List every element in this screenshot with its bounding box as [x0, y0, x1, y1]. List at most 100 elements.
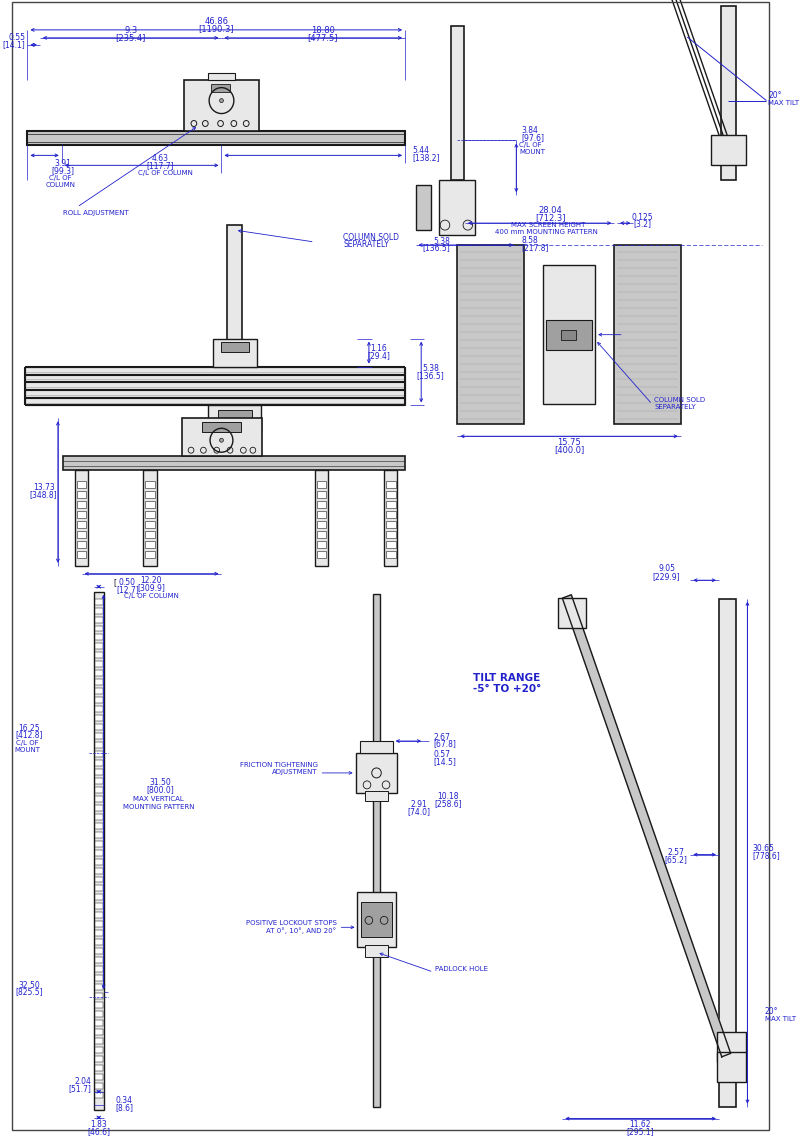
Bar [95, 1083, 102, 1088]
Bar [95, 679, 102, 685]
Bar [146, 541, 155, 548]
Text: 400 mm MOUNTING PATTERN: 400 mm MOUNTING PATTERN [495, 229, 598, 235]
Bar [95, 841, 102, 846]
Bar [95, 877, 102, 883]
Bar [365, 791, 388, 801]
Bar [317, 511, 326, 518]
Text: [51.7]: [51.7] [68, 1084, 91, 1093]
Text: [136.5]: [136.5] [422, 243, 450, 252]
Text: [46.6]: [46.6] [87, 1127, 110, 1136]
Bar [317, 501, 326, 508]
Text: 10.18: 10.18 [437, 792, 458, 801]
Bar [25, 399, 405, 406]
Text: MOUNTING PATTERN: MOUNTING PATTERN [123, 804, 194, 810]
Bar [75, 470, 88, 566]
Text: [778.6]: [778.6] [752, 851, 780, 860]
Text: [1190.3]: [1190.3] [198, 24, 234, 33]
Text: ROLL ADJUSTMENT: ROLL ADJUSTMENT [62, 210, 129, 216]
Bar [77, 491, 86, 498]
Bar [25, 383, 405, 390]
Bar [386, 511, 395, 518]
Text: [12.7]: [12.7] [116, 585, 138, 594]
Text: [14.1]: [14.1] [3, 40, 26, 49]
Text: MOUNT: MOUNT [519, 150, 545, 156]
Bar [146, 501, 155, 508]
Bar [146, 491, 155, 498]
Bar [146, 511, 155, 518]
Bar [317, 541, 326, 548]
Bar [355, 753, 398, 793]
Bar [458, 245, 524, 425]
Bar [146, 521, 155, 528]
Text: [138.2]: [138.2] [413, 153, 440, 161]
Bar [386, 481, 395, 488]
Bar [360, 741, 393, 753]
Bar [373, 594, 380, 1106]
Text: C/L OF COLUMN: C/L OF COLUMN [138, 170, 193, 176]
Text: [117.7]: [117.7] [147, 161, 174, 170]
Bar [95, 670, 102, 676]
Bar [95, 1002, 102, 1008]
Bar [362, 902, 392, 937]
Text: 2.67: 2.67 [434, 733, 450, 742]
Text: 5.38: 5.38 [433, 236, 450, 245]
Text: 3.84: 3.84 [521, 126, 538, 135]
Bar [146, 531, 155, 537]
Text: FRICTION TIGHTENING: FRICTION TIGHTENING [239, 762, 318, 768]
Text: 0.50: 0.50 [119, 578, 136, 587]
Bar [95, 822, 102, 828]
Text: 32.50: 32.50 [18, 980, 40, 989]
Bar [95, 1029, 102, 1035]
Bar [95, 626, 102, 632]
Bar [146, 481, 155, 488]
Bar [27, 132, 405, 145]
Text: [258.6]: [258.6] [434, 800, 462, 809]
Circle shape [219, 99, 223, 102]
Bar [95, 716, 102, 721]
Text: 2.57: 2.57 [668, 849, 685, 857]
Bar [317, 531, 326, 537]
Bar [213, 339, 257, 367]
Bar [386, 521, 395, 528]
Bar [95, 1074, 102, 1079]
Bar [317, 481, 326, 488]
Text: SEPARATELY: SEPARATELY [343, 240, 389, 249]
Text: 46.86: 46.86 [204, 17, 228, 26]
Bar [314, 470, 328, 566]
Text: [74.0]: [74.0] [408, 808, 431, 817]
Text: MOUNT: MOUNT [14, 747, 41, 753]
Bar [365, 945, 388, 958]
Bar [95, 939, 102, 945]
Text: MAX VERTICAL: MAX VERTICAL [134, 796, 184, 802]
Text: 8.58: 8.58 [521, 235, 538, 244]
Bar [95, 599, 102, 604]
Bar [62, 457, 405, 470]
Bar [95, 643, 102, 650]
Bar [317, 521, 326, 528]
Bar [415, 185, 430, 231]
Text: [235.4]: [235.4] [115, 33, 146, 42]
Text: 5.38: 5.38 [422, 364, 439, 373]
Bar [95, 778, 102, 784]
Bar [719, 599, 736, 1106]
Bar [439, 181, 475, 235]
Text: [97.6]: [97.6] [521, 133, 544, 142]
Text: SEPARATELY: SEPARATELY [654, 404, 696, 410]
Text: 13.73: 13.73 [33, 483, 54, 492]
Bar [95, 688, 102, 694]
Bar [146, 551, 155, 558]
Bar [386, 551, 395, 558]
Text: [309.9]: [309.9] [137, 583, 165, 592]
Text: [3.2]: [3.2] [634, 219, 652, 228]
Text: [65.2]: [65.2] [665, 855, 687, 864]
Bar [386, 501, 395, 508]
Bar [77, 551, 86, 558]
Bar [95, 1055, 102, 1062]
Bar [184, 80, 258, 132]
Bar [95, 912, 102, 918]
Bar [711, 135, 746, 166]
Text: -5° TO +20°: -5° TO +20° [473, 684, 541, 694]
Text: COLUMN: COLUMN [46, 182, 76, 189]
Bar [95, 1064, 102, 1071]
Text: PADLOCK HOLE: PADLOCK HOLE [435, 966, 489, 972]
